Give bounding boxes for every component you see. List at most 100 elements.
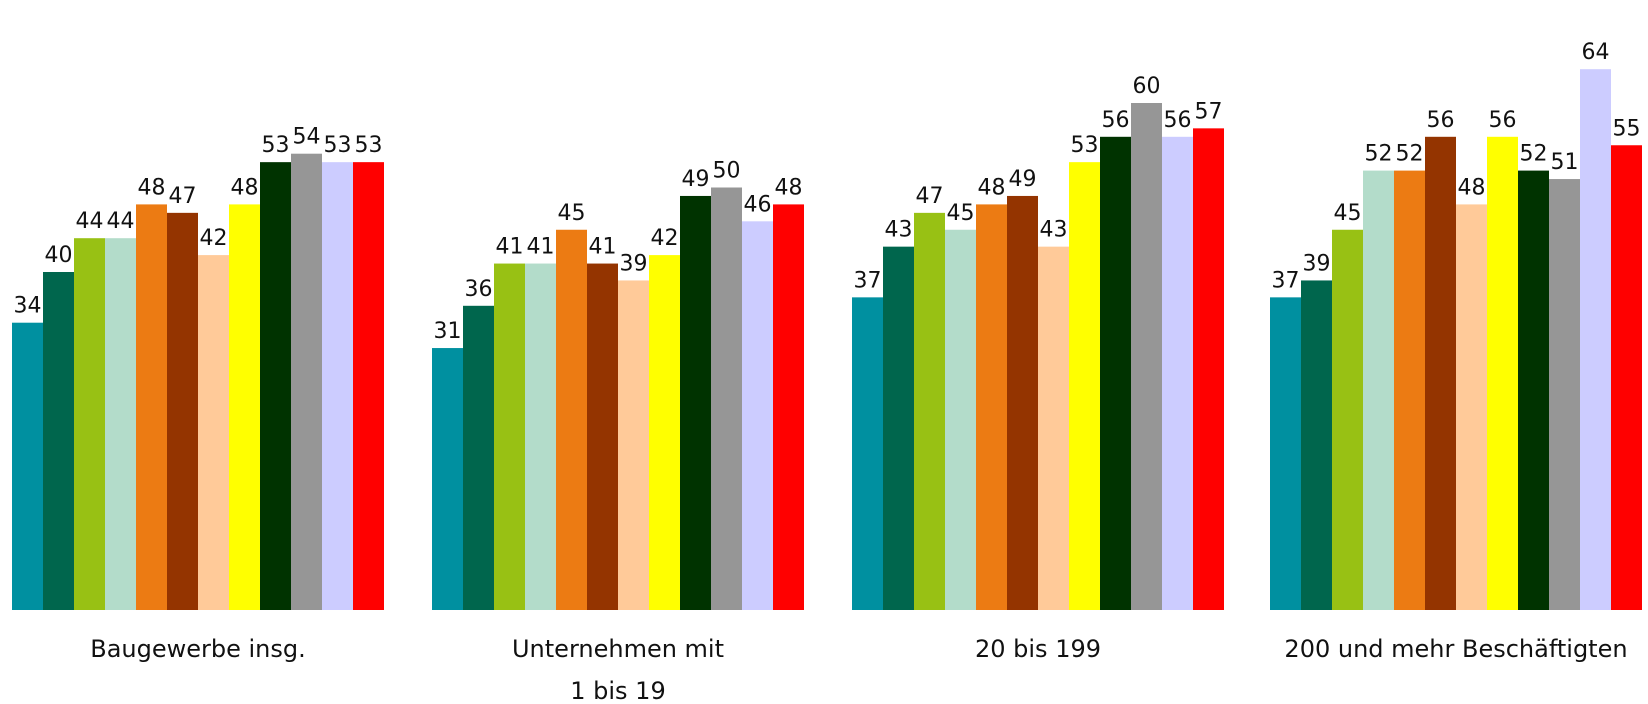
bar-1-2: [43, 272, 74, 610]
value-label-4-9: 52: [1520, 142, 1548, 167]
bars-layer: [12, 69, 1642, 611]
value-label-3-5: 48: [978, 175, 1006, 200]
value-label-4-8: 56: [1489, 108, 1517, 133]
bar-1-7: [198, 255, 229, 610]
bar-4-2: [1301, 280, 1332, 610]
bar-4-10: [1549, 179, 1580, 611]
bar-2-11: [742, 221, 773, 611]
bar-1-1: [12, 322, 43, 610]
value-label-3-11: 56: [1164, 108, 1192, 133]
value-label-3-1: 37: [854, 268, 882, 293]
value-label-1-9: 53: [262, 133, 290, 158]
bar-4-11: [1580, 69, 1611, 610]
bar-4-3: [1332, 229, 1363, 610]
value-label-3-3: 47: [916, 184, 944, 209]
bar-2-10: [711, 187, 742, 610]
bar-3-4: [945, 229, 976, 610]
bar-1-10: [291, 153, 322, 610]
value-label-4-3: 45: [1334, 201, 1362, 226]
value-label-4-6: 56: [1427, 108, 1455, 133]
category-label-4: 200 und mehr Beschäftigten: [1284, 635, 1627, 663]
category-labels-layer: Baugewerbe insg. Unternehmen mit 1 bis 19 2…: [90, 635, 1627, 704]
value-label-1-10: 54: [293, 125, 321, 150]
bar-3-10: [1131, 103, 1162, 610]
bar-3-8: [1069, 162, 1100, 610]
bar-4-1: [1270, 297, 1301, 610]
value-label-1-8: 48: [231, 175, 259, 200]
category-label-3: 20 bis 199: [975, 635, 1101, 663]
bar-2-2: [463, 305, 494, 610]
bar-3-7: [1038, 246, 1069, 610]
bar-4-8: [1487, 136, 1518, 611]
bar-4-9: [1518, 170, 1549, 610]
bar-2-12: [773, 204, 804, 610]
bar-2-3: [494, 263, 525, 610]
bar-3-6: [1007, 195, 1038, 610]
bar-1-4: [105, 238, 136, 610]
category-label-1: Baugewerbe insg.: [90, 635, 306, 663]
bar-3-3: [914, 212, 945, 610]
value-label-3-9: 56: [1102, 108, 1130, 133]
bar-1-6: [167, 212, 198, 610]
bar-2-9: [680, 195, 711, 610]
value-label-2-12: 48: [775, 175, 803, 200]
value-label-3-6: 49: [1009, 167, 1037, 192]
bar-3-11: [1162, 136, 1193, 611]
value-label-2-1: 31: [434, 319, 462, 344]
bar-4-6: [1425, 136, 1456, 611]
value-label-2-11: 46: [744, 192, 772, 217]
bar-4-12: [1611, 145, 1642, 610]
value-label-4-10: 51: [1551, 150, 1579, 175]
value-label-2-6: 41: [589, 235, 617, 260]
value-label-2-3: 41: [496, 235, 524, 260]
value-label-1-11: 53: [324, 133, 352, 158]
value-label-4-5: 52: [1396, 142, 1424, 167]
value-label-4-4: 52: [1365, 142, 1393, 167]
value-label-2-2: 36: [465, 277, 493, 302]
bar-1-3: [74, 238, 105, 610]
bar-2-6: [587, 263, 618, 610]
bar-2-8: [649, 255, 680, 610]
bar-4-4: [1363, 170, 1394, 610]
bar-4-7: [1456, 204, 1487, 610]
bar-1-12: [353, 162, 384, 610]
value-label-1-7: 42: [200, 226, 228, 251]
value-label-4-2: 39: [1303, 251, 1331, 276]
bar-1-9: [260, 162, 291, 610]
bar-2-7: [618, 280, 649, 610]
value-label-2-8: 42: [651, 226, 679, 251]
bar-1-11: [322, 162, 353, 610]
value-label-2-4: 41: [527, 235, 555, 260]
bar-2-4: [525, 263, 556, 610]
value-label-4-7: 48: [1458, 175, 1486, 200]
value-label-3-10: 60: [1133, 74, 1161, 99]
value-label-3-2: 43: [885, 218, 913, 243]
bar-1-8: [229, 204, 260, 610]
value-label-2-9: 49: [682, 167, 710, 192]
value-label-3-12: 57: [1195, 99, 1223, 124]
bar-2-5: [556, 229, 587, 610]
value-label-1-2: 40: [45, 243, 73, 268]
bar-3-5: [976, 204, 1007, 610]
value-label-1-3: 44: [76, 209, 104, 234]
value-label-3-8: 53: [1071, 133, 1099, 158]
value-label-4-12: 55: [1613, 116, 1641, 141]
value-label-3-7: 43: [1040, 218, 1068, 243]
value-label-1-6: 47: [169, 184, 197, 209]
bar-1-5: [136, 204, 167, 610]
value-label-2-5: 45: [558, 201, 586, 226]
value-label-1-12: 53: [355, 133, 383, 158]
value-label-4-1: 37: [1272, 268, 1300, 293]
value-label-4-11: 64: [1582, 40, 1610, 65]
bar-3-9: [1100, 136, 1131, 611]
bar-2-1: [432, 348, 463, 610]
value-label-1-1: 34: [14, 294, 42, 319]
category-label-2-line-2: 1 bis 19: [570, 677, 665, 704]
value-label-3-4: 45: [947, 201, 975, 226]
bar-3-1: [852, 297, 883, 610]
bar-3-2: [883, 246, 914, 610]
value-label-1-4: 44: [107, 209, 135, 234]
category-label-2-line-1: Unternehmen mit: [512, 635, 724, 663]
